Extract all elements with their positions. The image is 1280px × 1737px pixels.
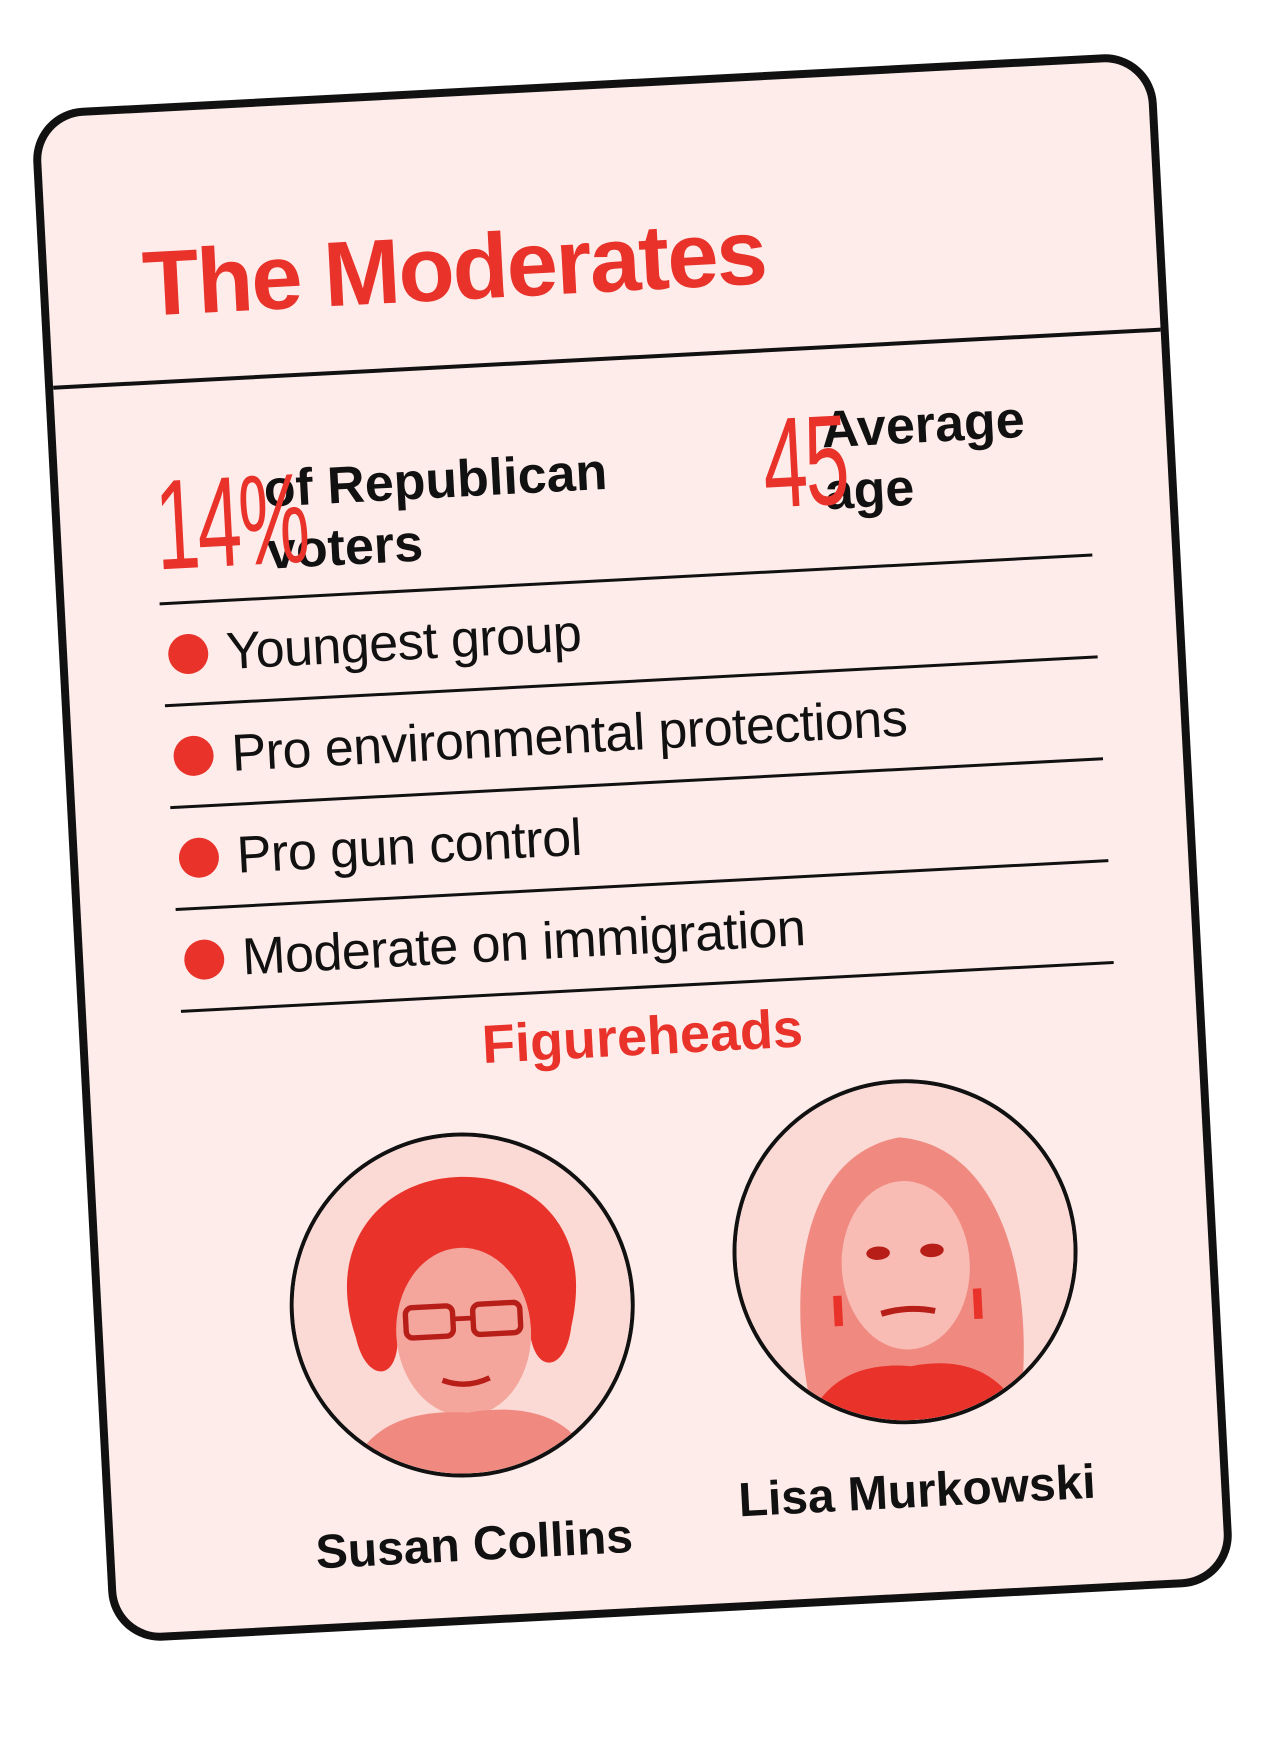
figurehead-card: Susan Collins — [268, 1123, 661, 1582]
stat-value: 14% — [151, 446, 311, 598]
figurehead-name: Susan Collins — [314, 1509, 635, 1580]
stat-value: 45 — [759, 388, 851, 536]
stat-label: of Republican voters — [262, 442, 609, 581]
bullet-dot-icon — [172, 734, 215, 777]
figureheads-row: Susan Collins — [92, 1064, 1199, 1580]
trait-text: Pro gun control — [235, 808, 584, 885]
figurehead-card: Lisa Murkowski — [711, 1070, 1104, 1529]
trait-text: Pro environmental protections — [230, 689, 909, 783]
title-divider — [53, 327, 1161, 390]
stat-label: Average age — [819, 390, 1026, 522]
portrait-icon — [723, 1070, 1086, 1434]
bullet-dot-icon — [177, 836, 220, 879]
figurehead-name: Lisa Murkowski — [737, 1455, 1097, 1528]
traits-list: Youngest group Pro environmental protect… — [159, 553, 1114, 1013]
bullet-dot-icon — [167, 632, 210, 675]
stat-average-age: 45 Average age — [759, 385, 1076, 536]
stat-voter-share: 14% of Republican voters — [151, 437, 648, 598]
card-title: The Moderates — [140, 201, 768, 336]
trait-text: Youngest group — [224, 603, 583, 681]
portrait-icon — [280, 1123, 644, 1487]
trait-text: Moderate on immigration — [240, 898, 807, 987]
bullet-dot-icon — [183, 938, 226, 981]
group-card: The Moderates 14% of Republican voters 4… — [30, 51, 1235, 1644]
